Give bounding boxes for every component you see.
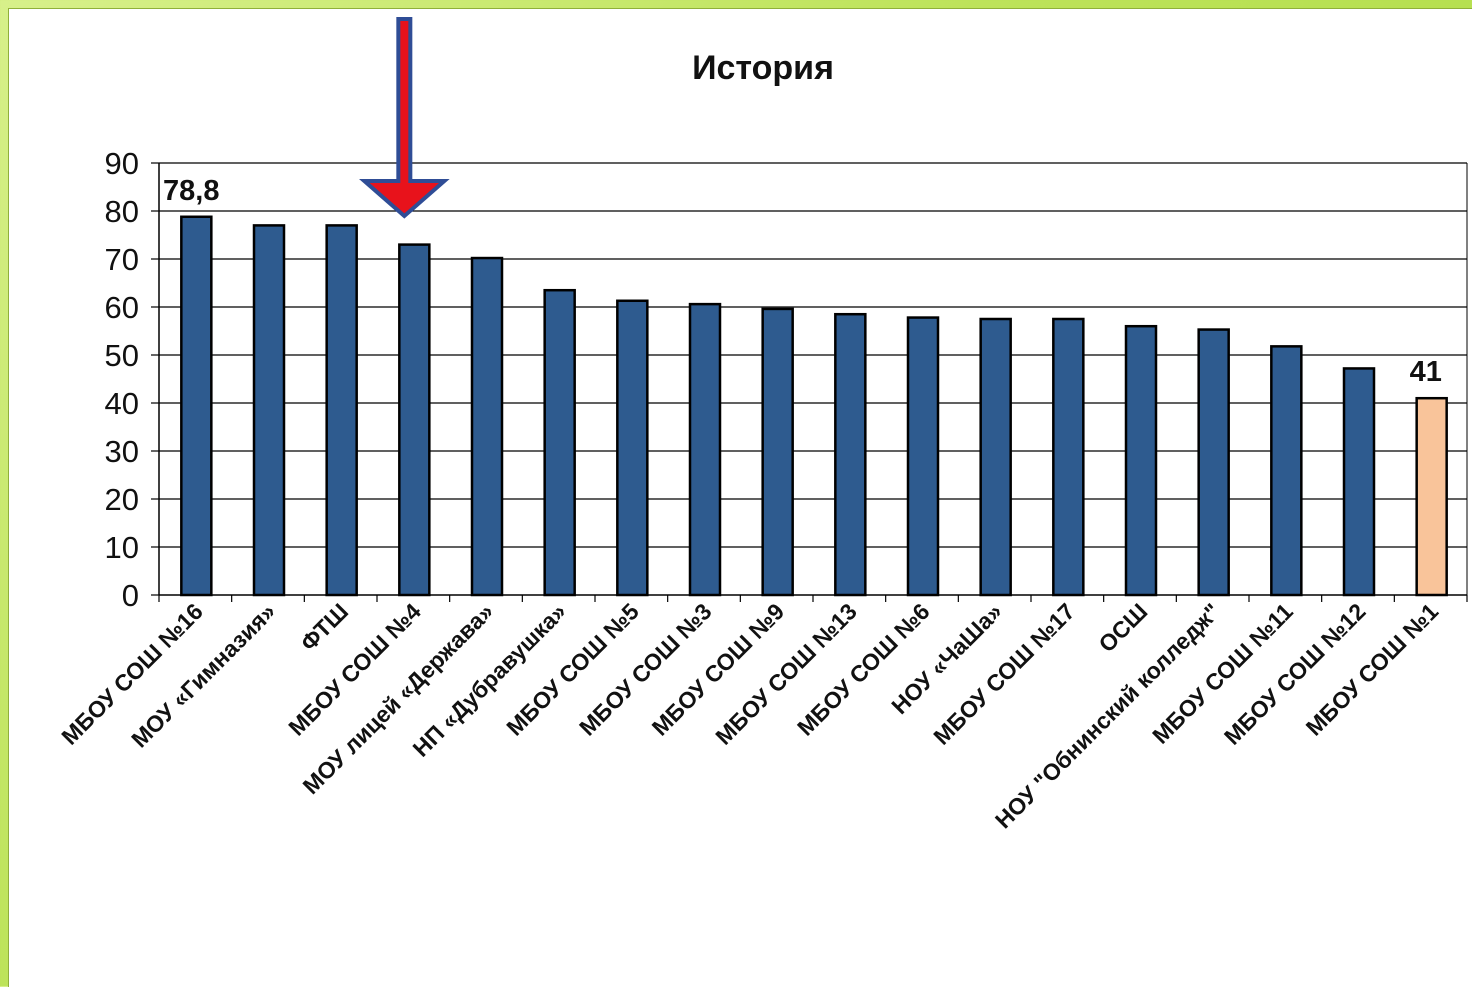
chart-title: История: [692, 49, 834, 87]
data-label: 78,8: [163, 175, 219, 207]
bar: [543, 288, 576, 597]
bar-chart: История 0 10 20 30 40 50 60 70 80 90 78,8 41 МБОУ СОШ…: [56, 17, 1468, 833]
bar: [470, 256, 504, 597]
bar: [761, 307, 794, 597]
bar: [1197, 328, 1230, 597]
y-tick-label: 10: [105, 530, 139, 565]
bar: [252, 224, 286, 597]
x-tick-label: ФТШ: [295, 598, 353, 656]
y-tick-label: 50: [105, 338, 139, 373]
x-tick-label: МБОУ СОШ №17: [928, 598, 1080, 750]
y-tick-label: 90: [105, 146, 139, 181]
bar: [616, 299, 649, 597]
x-tick-label: МБОУ СОШ №6: [792, 598, 935, 741]
bar: [180, 215, 213, 597]
y-tick-label: 70: [105, 242, 139, 277]
x-tick-label: ОСШ: [1093, 598, 1152, 657]
x-tick-label: МБОУ СОШ №4: [283, 598, 426, 741]
y-tick-label: 60: [105, 290, 139, 325]
bar: [906, 316, 940, 597]
x-tick-label: МБОУ СОШ №5: [501, 598, 644, 741]
bar: [325, 224, 358, 597]
slide-panel: История 0 10 20 30 40 50 60 70 80 90 78,8 41 МБОУ СОШ…: [8, 8, 1472, 987]
bar: [1342, 367, 1376, 597]
y-tick-label: 0: [122, 578, 139, 613]
bar: [688, 302, 722, 597]
x-tick-label: МОУ «Гимназия»: [126, 598, 280, 752]
y-tick-label: 30: [105, 434, 139, 469]
bar: [1052, 317, 1085, 597]
arrow-annotation: [359, 17, 450, 219]
bar: [1270, 345, 1303, 597]
data-label: 41: [1410, 356, 1442, 388]
bar: [1415, 396, 1448, 597]
y-tick-label: 40: [105, 386, 139, 421]
bar: [979, 317, 1012, 597]
bar: [834, 312, 867, 597]
x-tick-label: МБОУ СОШ №3: [574, 598, 717, 741]
x-tick-label: МБОУ СОШ №1: [1301, 598, 1444, 741]
x-tick-label: МБОУ СОШ №11: [1147, 598, 1298, 749]
y-tick-label: 80: [105, 194, 139, 229]
x-tick-label: МБОУ СОШ №9: [647, 598, 790, 741]
y-tick-label: 20: [105, 482, 139, 517]
bar: [1124, 324, 1158, 597]
bar: [398, 243, 431, 597]
